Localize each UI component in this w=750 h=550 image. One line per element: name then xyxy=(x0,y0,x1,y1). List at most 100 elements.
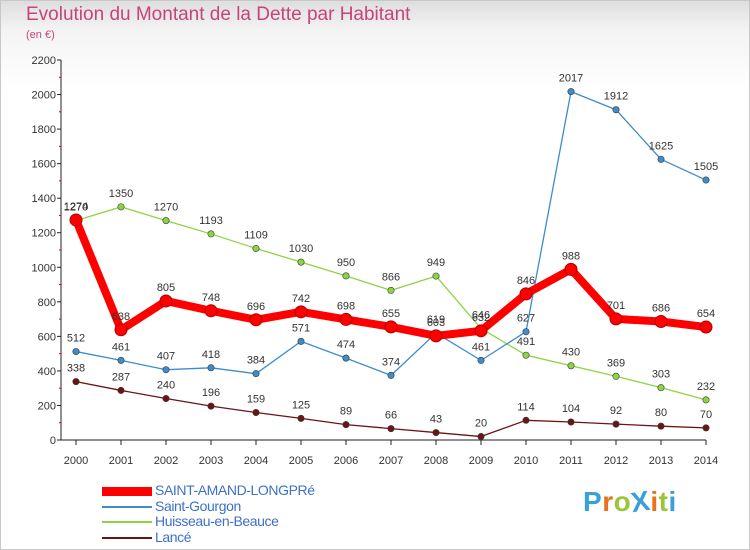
data-point xyxy=(477,433,485,441)
y-tick-label: 1200 xyxy=(32,228,56,240)
data-label: 407 xyxy=(157,351,175,363)
logo-letter: i xyxy=(668,486,677,517)
data-label: 66 xyxy=(385,410,397,422)
data-label: 2017 xyxy=(559,73,583,85)
data-point xyxy=(387,425,395,433)
data-point xyxy=(117,386,125,394)
data-label: 80 xyxy=(655,407,667,419)
x-tick-label: 2008 xyxy=(424,455,448,467)
data-label: 461 xyxy=(472,341,490,353)
logo-letter: t xyxy=(658,486,669,517)
data-label: 159 xyxy=(247,394,265,406)
y-tick-label: 400 xyxy=(38,366,56,378)
data-label: 1270 xyxy=(64,202,88,214)
y-tick-label: 1000 xyxy=(32,262,56,274)
data-label: 950 xyxy=(337,257,355,269)
data-label: 1274 xyxy=(64,201,88,213)
data-label: 114 xyxy=(517,401,535,413)
data-label: 1109 xyxy=(244,229,268,241)
data-label: 20 xyxy=(475,418,487,430)
proxiti-logo: ProXiti xyxy=(583,485,677,518)
y-tick-label: 800 xyxy=(38,297,56,309)
data-label: 240 xyxy=(157,380,175,392)
x-tick-label: 2011 xyxy=(559,455,583,467)
data-point xyxy=(69,213,83,227)
data-label: 1030 xyxy=(289,243,313,255)
data-label: 696 xyxy=(247,301,265,313)
x-tick-label: 2012 xyxy=(604,455,628,467)
y-tick-label: 1600 xyxy=(32,159,56,171)
x-tick-label: 2004 xyxy=(244,455,268,467)
legend-swatch xyxy=(102,537,152,539)
x-tick-label: 2009 xyxy=(469,455,493,467)
data-label: 1505 xyxy=(694,161,718,173)
data-point xyxy=(387,371,395,379)
data-label: 1912 xyxy=(604,91,628,103)
data-label: 701 xyxy=(607,300,625,312)
data-point xyxy=(252,370,260,378)
chart-title: Evolution du Montant de la Dette par Hab… xyxy=(26,4,411,25)
data-point xyxy=(429,329,443,343)
data-label: 287 xyxy=(112,371,130,383)
data-point xyxy=(117,203,125,211)
data-label: 638 xyxy=(112,311,130,323)
data-label: 571 xyxy=(292,322,310,334)
data-label: 866 xyxy=(382,271,400,283)
data-point xyxy=(702,176,710,184)
data-label: 384 xyxy=(247,355,265,367)
data-label: 1270 xyxy=(154,202,178,214)
data-label: 491 xyxy=(517,336,535,348)
data-point xyxy=(207,230,215,238)
data-point xyxy=(567,88,575,96)
data-label: 461 xyxy=(112,341,130,353)
data-point xyxy=(519,287,533,301)
logo-letter: r xyxy=(602,486,614,517)
legend-label: Huisseau-en-Beauce xyxy=(155,513,279,529)
x-tick-label: 2010 xyxy=(514,455,538,467)
data-point xyxy=(207,364,215,372)
logo-letter: P xyxy=(583,486,603,517)
data-point xyxy=(564,262,578,276)
data-point xyxy=(654,315,668,329)
data-point xyxy=(567,362,575,370)
y-tick-label: 0 xyxy=(50,435,56,447)
data-label: 418 xyxy=(202,349,220,361)
x-tick-label: 2006 xyxy=(334,455,358,467)
x-tick-label: 2013 xyxy=(649,455,673,467)
data-label: 374 xyxy=(382,356,400,368)
data-point xyxy=(204,304,218,318)
data-label: 1625 xyxy=(649,140,673,152)
data-point xyxy=(432,272,440,280)
data-label: 232 xyxy=(697,381,715,393)
data-point xyxy=(162,217,170,225)
data-label: 1193 xyxy=(199,215,223,227)
data-point xyxy=(114,323,128,337)
logo-letter: i xyxy=(650,486,659,517)
data-point xyxy=(342,354,350,362)
y-tick-label: 2000 xyxy=(32,90,56,102)
legend-label: Lancé xyxy=(155,529,192,545)
x-tick-label: 2002 xyxy=(154,455,178,467)
data-point xyxy=(522,416,530,424)
data-label: 632 xyxy=(472,312,490,324)
data-point xyxy=(522,351,530,359)
data-label: 627 xyxy=(517,313,535,325)
data-point xyxy=(159,294,173,308)
x-tick-label: 2005 xyxy=(289,455,313,467)
data-point xyxy=(657,384,665,392)
data-point xyxy=(252,244,260,252)
data-point xyxy=(702,424,710,432)
series-layer xyxy=(69,88,713,441)
data-point xyxy=(702,396,710,404)
data-label: 646 xyxy=(472,309,490,321)
data-point xyxy=(72,348,80,356)
data-point xyxy=(207,402,215,410)
data-label: 686 xyxy=(652,303,670,315)
data-point xyxy=(477,356,485,364)
data-point xyxy=(657,155,665,163)
data-point xyxy=(297,337,305,345)
data-point xyxy=(432,429,440,437)
data-point xyxy=(297,258,305,266)
